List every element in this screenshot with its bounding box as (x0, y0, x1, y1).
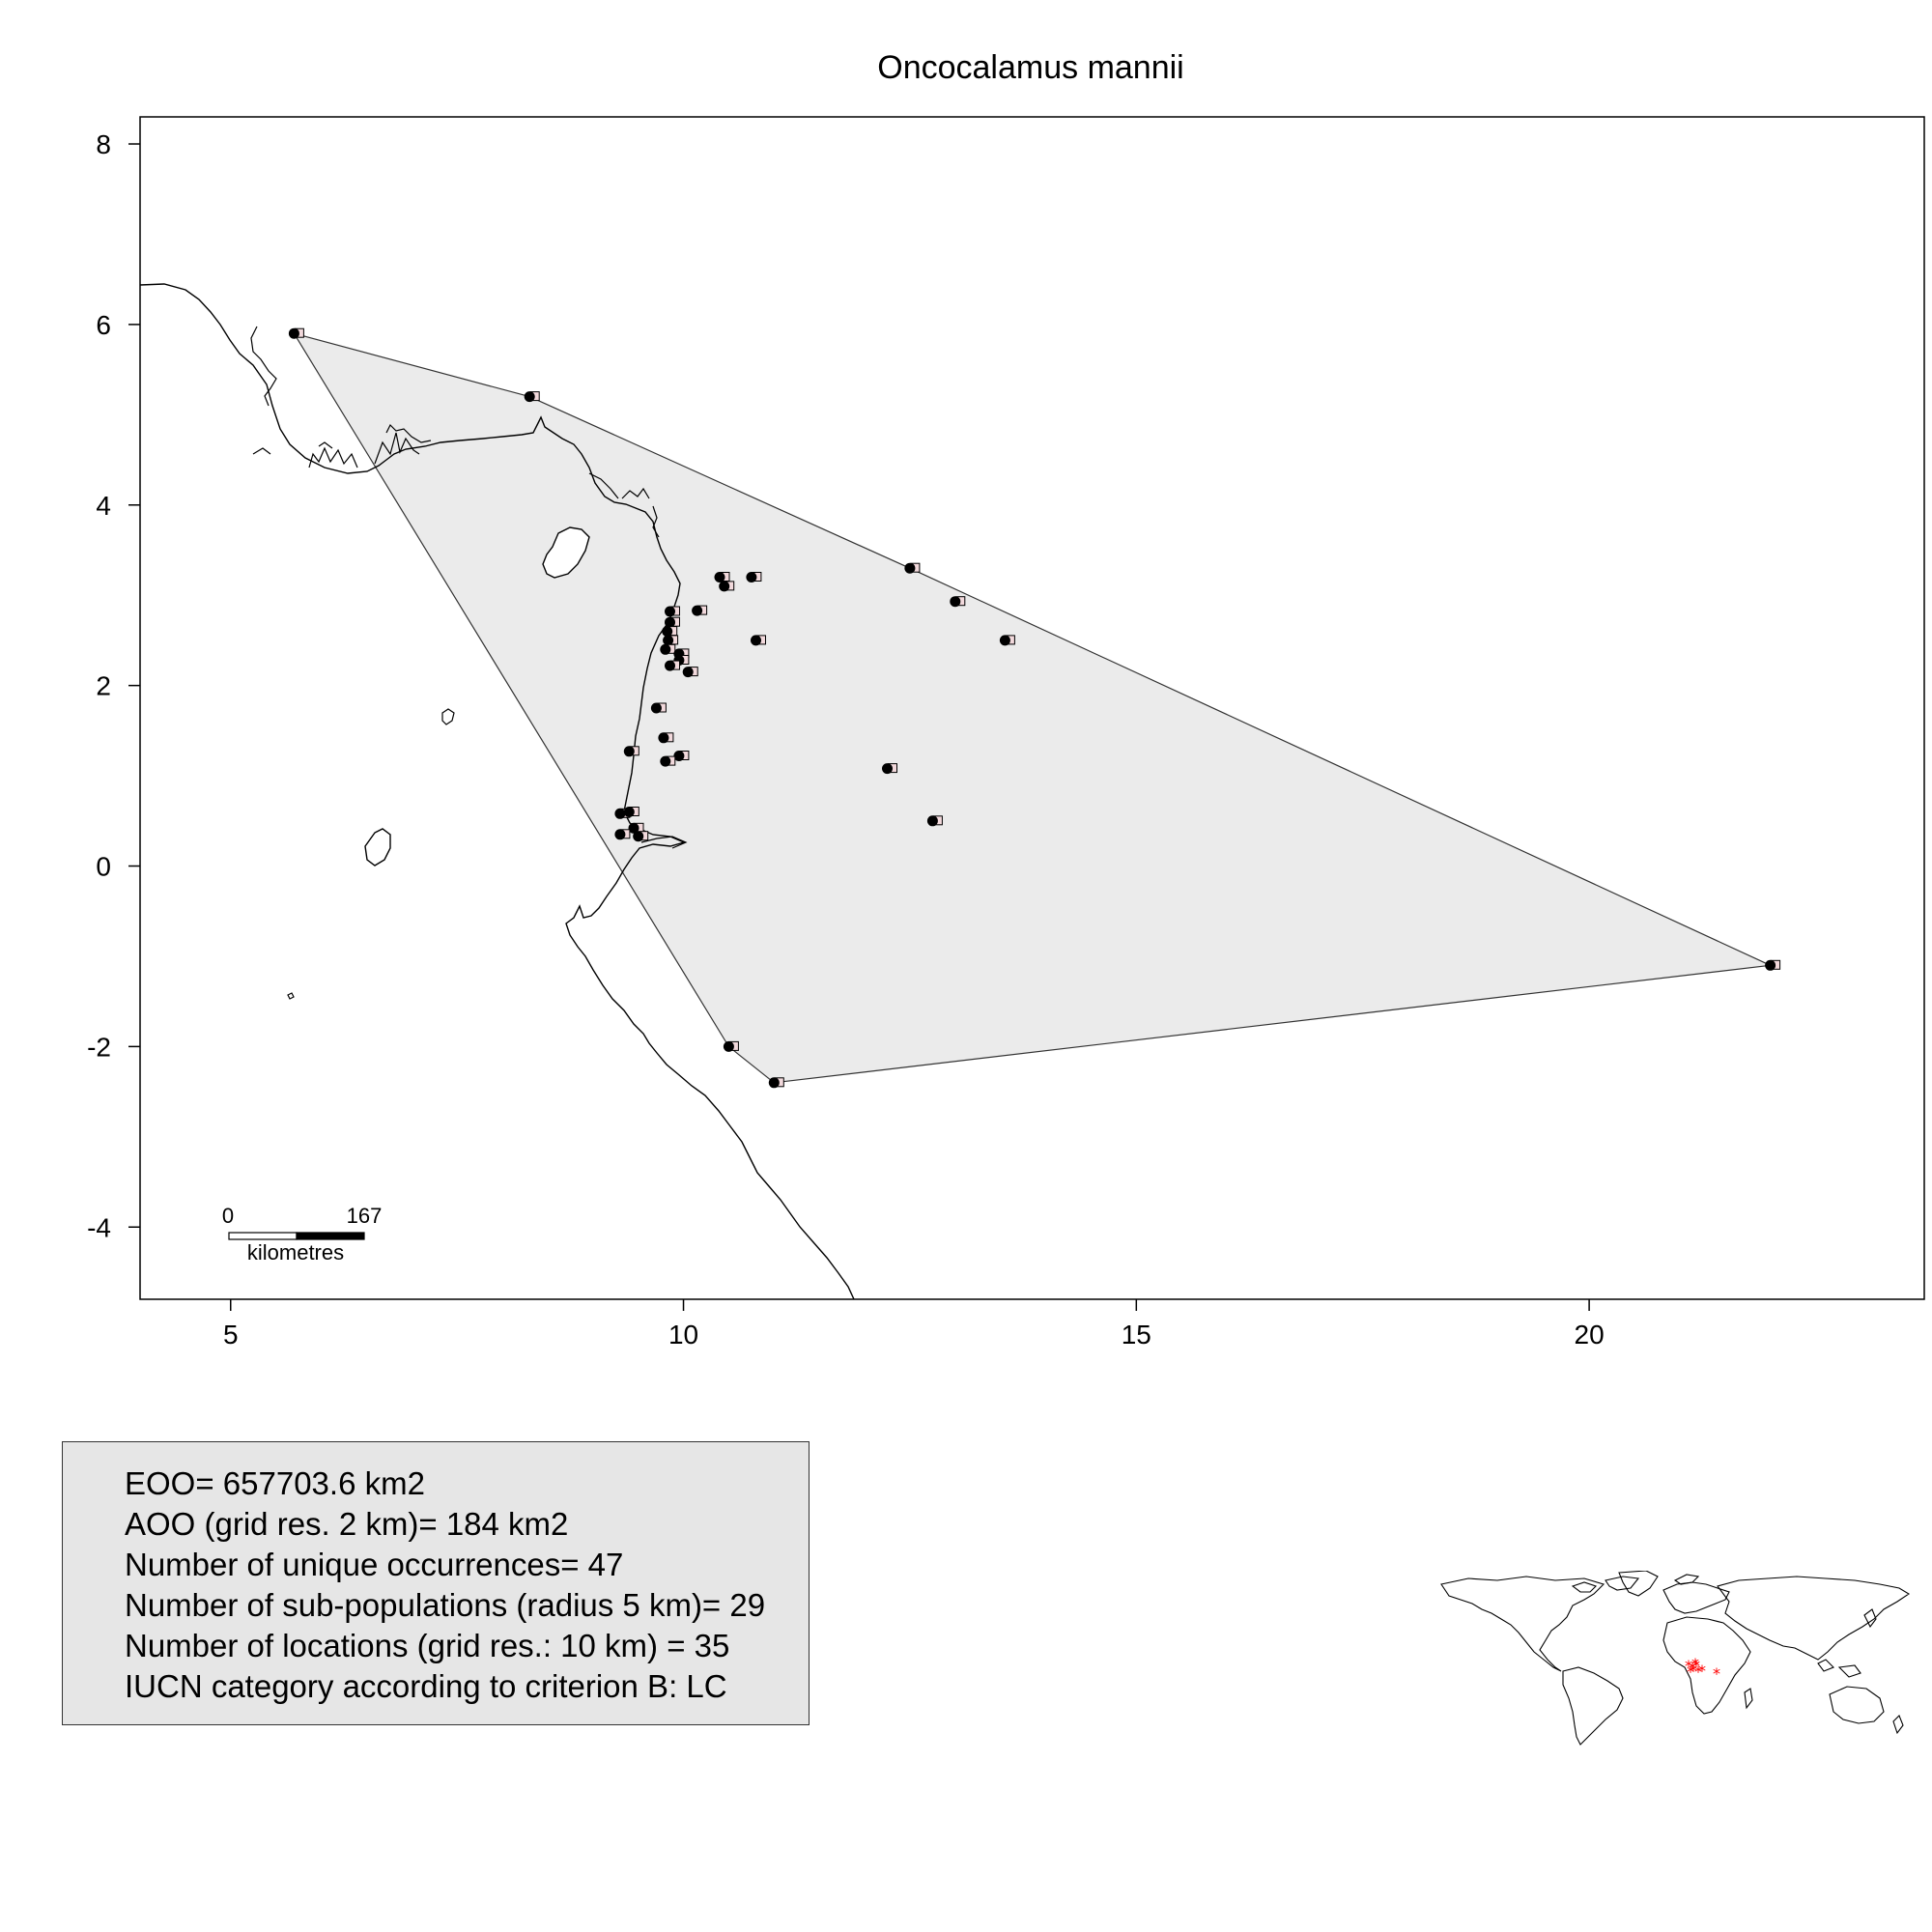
annobon-island (287, 992, 295, 1000)
occurrence-point-32 (633, 831, 644, 842)
coastline (140, 283, 855, 1299)
occurrence-point-16 (663, 635, 674, 646)
y-tick-label-2: 4 (96, 491, 111, 521)
inset-occurrence-cluster: ****** * ** (1685, 1655, 1720, 1683)
occurrence-point-31 (628, 822, 639, 834)
world-outline (1440, 1571, 1911, 1746)
map-layer (140, 283, 1781, 1299)
inset-asterisk-7: * (1713, 1664, 1720, 1683)
y-tick-label-1: 6 (96, 310, 111, 340)
scale-bar-unit-label: kilometres (247, 1240, 344, 1264)
eoo-hull-polygon (293, 332, 1773, 1084)
occurrence-point-27 (882, 763, 893, 775)
occurrence-point-25 (673, 751, 685, 761)
occurrence-point-4 (999, 635, 1010, 646)
y-tick-label-5: -2 (87, 1032, 111, 1062)
occurrence-point-15 (662, 626, 673, 638)
occurrence-point-33 (614, 829, 626, 840)
cameroon-inlets (588, 472, 660, 538)
occurrence-point-0 (288, 327, 299, 339)
occurrence-point-21 (682, 667, 694, 678)
occurrence-point-20 (665, 660, 675, 671)
iucn-stat: IUCN category according to criterion B: … (125, 1668, 727, 1704)
scale-bar-zero-label: 0 (222, 1204, 234, 1228)
occurrence-point-29 (614, 808, 626, 819)
inset-asterisk-6: * (1698, 1662, 1706, 1680)
occurrence-point-10 (746, 572, 757, 582)
inset-asterisk-0: * (1685, 1657, 1692, 1675)
sao-tome-island (364, 828, 391, 867)
occurrence-point-11 (751, 635, 761, 646)
occurrence-point-8 (714, 572, 725, 582)
plot-frame (139, 116, 1925, 1300)
x-tick-label-3: 20 (1575, 1320, 1605, 1350)
inset-asterisk-4: * (1694, 1662, 1702, 1681)
principe-island (441, 708, 455, 725)
x-tick-label-2: 15 (1122, 1320, 1151, 1350)
eoo-stat: EOO= 657703.6 km2 (125, 1465, 425, 1501)
occurrence-point-17 (660, 643, 671, 655)
inset-asterisk-8: * (1691, 1655, 1699, 1673)
occurrence-point-22 (650, 702, 662, 714)
occurrence-point-24 (623, 746, 635, 757)
occurrence-point-30 (623, 807, 635, 817)
occurrence-point-2 (904, 562, 916, 574)
inset-asterisk-3: * (1690, 1662, 1697, 1680)
scale-bar-end-label: 167 (347, 1204, 383, 1228)
inset-asterisk-2: * (1692, 1657, 1700, 1675)
scale-bar-white-segment (228, 1232, 298, 1240)
locations-stat: Number of locations (grid res.: 10 km) =… (125, 1628, 730, 1663)
occurrence-point-6 (768, 1077, 780, 1089)
bioko-island (542, 526, 590, 579)
world-inset-map: ****** * ** (1440, 1571, 1911, 1746)
occurrence-point-5 (1765, 959, 1776, 971)
occurrence-point-7 (723, 1040, 734, 1052)
occurrences-stat: Number of unique occurrences= 47 (125, 1547, 624, 1582)
x-tick-label-0: 5 (223, 1320, 239, 1350)
occurrence-points (288, 327, 1781, 1089)
occurrence-point-9 (719, 581, 730, 592)
occurrence-point-28 (926, 815, 938, 827)
inset-asterisk-1: * (1689, 1659, 1696, 1677)
y-tick-label-3: 2 (96, 671, 111, 701)
y-tick-label-0: 8 (96, 129, 111, 159)
occurrence-point-3 (950, 596, 961, 608)
y-axis: 8 6 4 2 0 -2 -4 (87, 129, 140, 1242)
y-tick-label-4: 0 (96, 852, 111, 882)
subpopulations-stat: Number of sub-populations (radius 5 km)=… (125, 1587, 766, 1623)
y-tick-label-6: -4 (87, 1212, 111, 1242)
scale-bar: 0 167 kilometres (222, 1204, 382, 1264)
occurrence-point-13 (665, 606, 675, 617)
occurrence-point-23 (658, 732, 669, 744)
x-tick-label-1: 10 (668, 1320, 698, 1350)
x-axis: 5 10 15 20 (223, 1299, 1605, 1350)
stats-panel: EOO= 657703.6 km2 AOO (grid res. 2 km)= … (62, 1441, 810, 1725)
chart-title: Oncocalamus mannii (877, 49, 1183, 86)
delta-creeks (250, 326, 432, 469)
aoo-stat: AOO (grid res. 2 km)= 184 km2 (125, 1506, 569, 1542)
occurrence-point-14 (665, 616, 675, 628)
inset-asterisk-5: * (1687, 1662, 1694, 1681)
gabon-estuary (640, 836, 688, 849)
occurrence-point-1 (524, 391, 535, 403)
occurrence-point-12 (692, 605, 703, 616)
scale-bar-black-segment (296, 1232, 365, 1240)
occurrence-point-26 (660, 755, 671, 767)
